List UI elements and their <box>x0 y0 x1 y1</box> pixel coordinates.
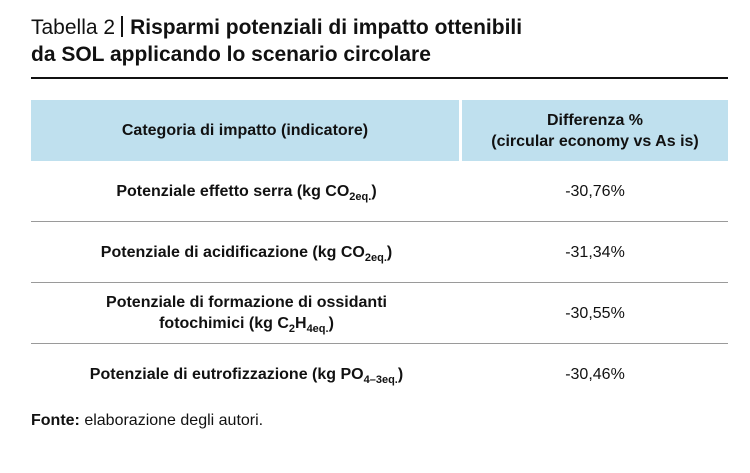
source-text: elaborazione degli autori. <box>79 412 264 429</box>
row-value: -30,55% <box>462 283 728 344</box>
source-note: Fonte: elaborazione degli autori. <box>31 412 263 430</box>
row-category: Potenziale di eutrofizzazione (kg PO4–3e… <box>89 365 404 386</box>
header-difference-line1: Differenza % <box>546 111 644 129</box>
row-value: -31,34% <box>462 222 728 283</box>
table-number: Tabella 2 <box>31 16 116 39</box>
table-row: Potenziale di acidificazione (kg CO2eq.)… <box>31 222 728 283</box>
table-heading-line2: da SOL applicando lo scenario circolare <box>31 43 431 66</box>
row-value: -30,46% <box>565 365 625 383</box>
row-value: -30,76% <box>462 161 728 222</box>
table-row: Potenziale di eutrofizzazione (kg PO4–3e… <box>31 344 728 404</box>
header-difference-line2: (circular economy vs As is) <box>491 132 699 150</box>
table-row: Potenziale effetto serra (kg CO2eq.) -30… <box>31 161 728 222</box>
row-category: Potenziale effetto serra (kg CO2eq.) <box>31 161 462 222</box>
title-rule <box>31 77 728 79</box>
title-separator <box>121 16 124 37</box>
row-category: Potenziale di formazione di ossidanti fot… <box>31 283 462 344</box>
header-difference: Differenza % (circular economy vs As is) <box>462 100 728 161</box>
row-category: Potenziale di acidificazione (kg CO2eq.) <box>31 222 462 283</box>
table-heading-line1: Risparmi potenziali di impatto ottenibil… <box>130 16 523 39</box>
impact-table: Categoria di impatto (indicatore) Differ… <box>31 100 728 404</box>
header-category: Categoria di impatto (indicatore) <box>31 100 462 161</box>
table-title: Tabella 2 Risparmi potenziali di impatto … <box>31 14 731 68</box>
source-label: Fonte: <box>31 412 80 429</box>
table-header-row: Categoria di impatto (indicatore) Differ… <box>31 100 728 161</box>
table-row: Potenziale di formazione di ossidanti fot… <box>31 283 728 344</box>
